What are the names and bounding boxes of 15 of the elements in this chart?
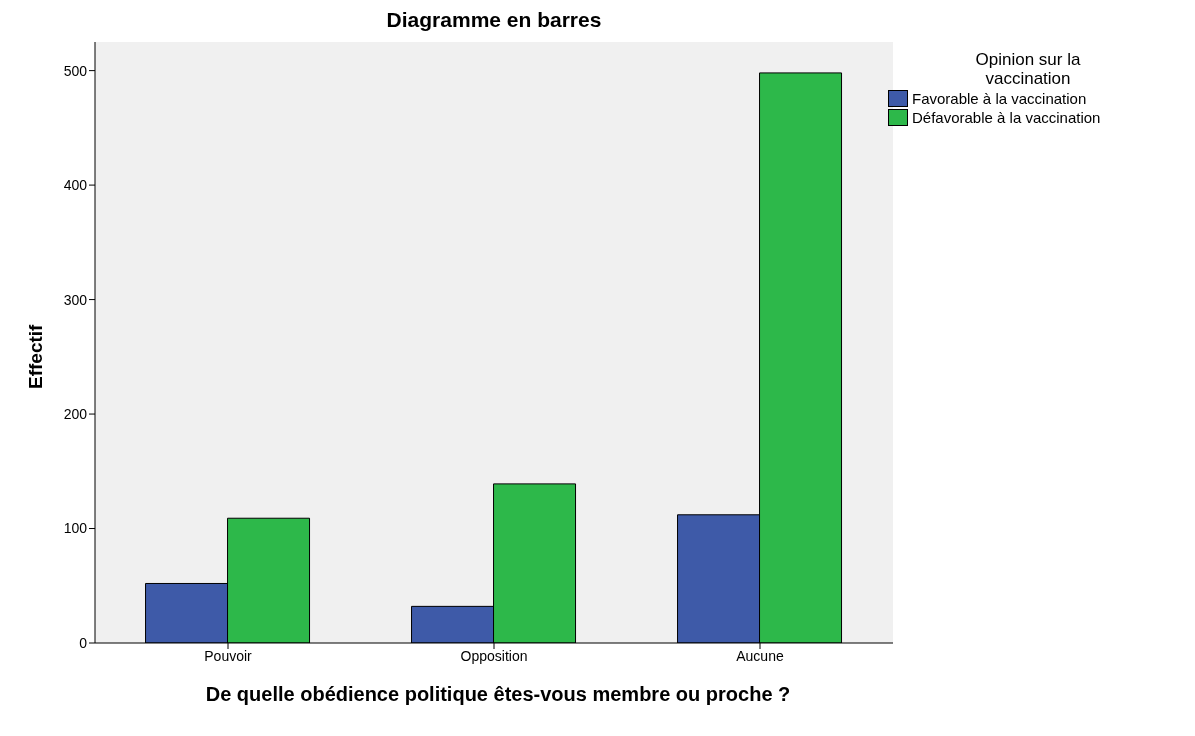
x-tick-label: Opposition	[460, 647, 528, 664]
x-axis-title: De quelle obédience politique êtes-vous membre ou proche ?	[204, 683, 792, 705]
x-tick-label: Aucune	[736, 647, 784, 664]
y-tick-label: 200	[63, 406, 88, 423]
legend-label: Défavorable à la vaccination	[912, 109, 1101, 126]
y-tick-label: 300	[63, 291, 88, 308]
y-axis-title: Effectif	[25, 324, 47, 389]
y-tick-label: 100	[63, 520, 88, 537]
x-tick-label: Pouvoir	[204, 647, 253, 664]
legend-label: Favorable à la vaccination	[912, 90, 1087, 107]
chart-title: Diagramme en barres	[385, 8, 603, 32]
y-tick-label: 0	[79, 634, 88, 651]
legend-title: Opinion sur la vaccination	[974, 50, 1082, 88]
y-tick-label: 500	[63, 62, 88, 79]
y-tick-label: 400	[63, 177, 88, 194]
